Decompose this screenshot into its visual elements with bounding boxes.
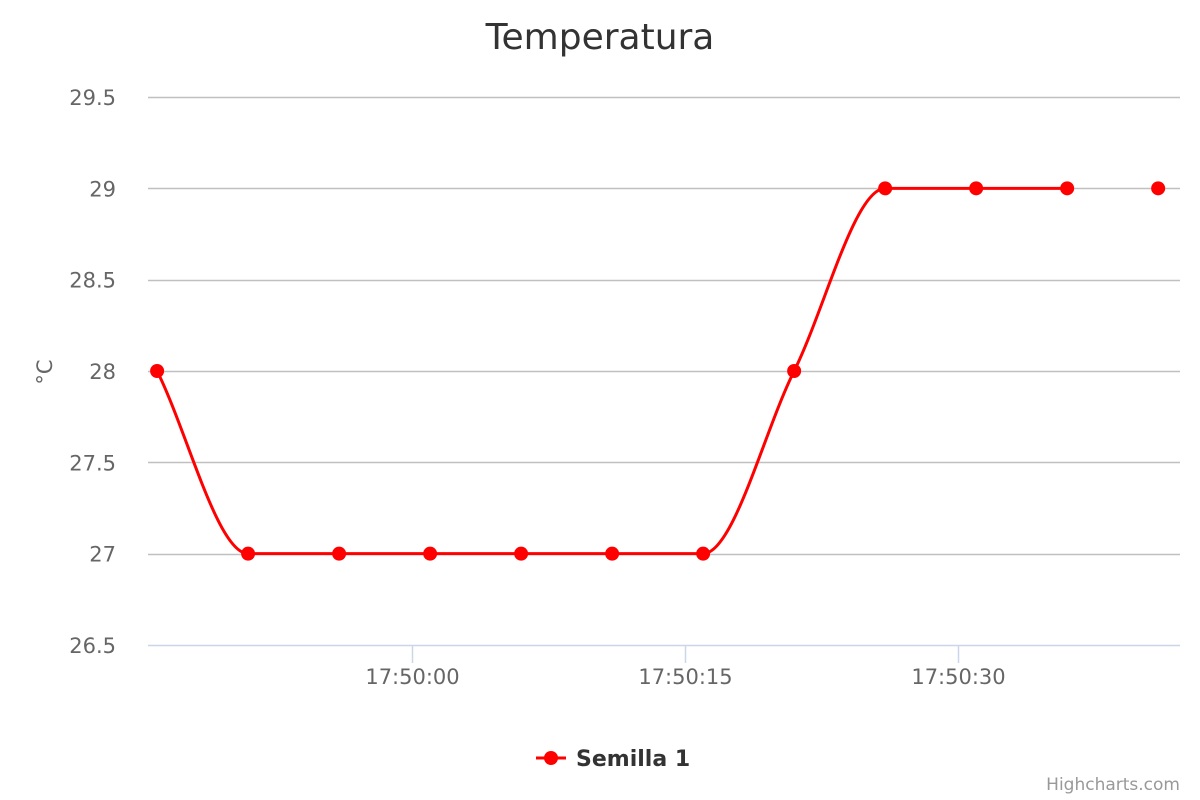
- y-tick-label: 27.5: [69, 451, 116, 475]
- data-point[interactable]: [1060, 181, 1075, 196]
- y-tick-label: 28: [89, 360, 116, 384]
- y-tick-label: 26.5: [69, 634, 116, 658]
- y-tick-label: 29.5: [69, 86, 116, 110]
- x-axis: 17:50:00 17:50:15 17:50:30: [148, 644, 1180, 689]
- grid-lines: [148, 96, 1180, 556]
- y-tick-label: 27: [89, 543, 116, 567]
- x-tick-label: 17:50:15: [638, 665, 732, 689]
- y-tick-label: 29: [89, 177, 116, 201]
- y-tick-label: 28.5: [69, 269, 116, 293]
- data-point[interactable]: [1151, 181, 1166, 196]
- series-semilla-1: [150, 181, 1166, 561]
- legend[interactable]: Semilla 1: [536, 747, 690, 772]
- legend-marker-icon: [544, 751, 558, 765]
- y-axis: 26.5 27 27.5 28 28.5 29 29.5: [69, 86, 116, 658]
- x-tick-label: 17:50:30: [911, 665, 1005, 689]
- data-point[interactable]: [514, 546, 529, 561]
- credits-link[interactable]: Highcharts.com: [1046, 775, 1180, 795]
- data-point[interactable]: [969, 181, 984, 196]
- y-axis-title: °C: [33, 359, 57, 384]
- data-point[interactable]: [878, 181, 893, 196]
- data-point[interactable]: [332, 546, 347, 561]
- data-point[interactable]: [696, 546, 711, 561]
- data-point[interactable]: [423, 546, 438, 561]
- legend-label[interactable]: Semilla 1: [576, 747, 690, 772]
- data-point[interactable]: [241, 546, 256, 561]
- x-tick-label: 17:50:00: [365, 665, 459, 689]
- data-point[interactable]: [150, 364, 165, 378]
- data-point[interactable]: [605, 546, 620, 561]
- chart-title: Temperatura: [485, 17, 715, 58]
- data-point[interactable]: [787, 364, 802, 378]
